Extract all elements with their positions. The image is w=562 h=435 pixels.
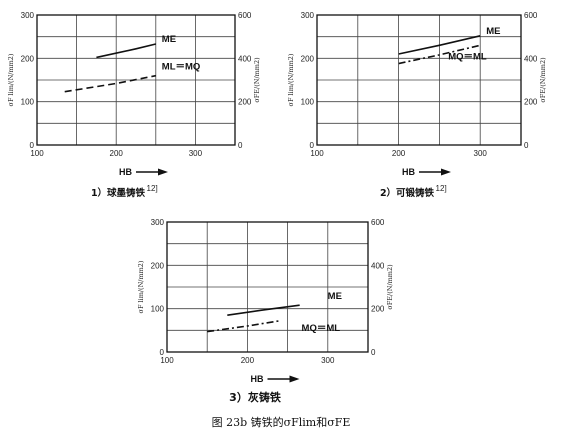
y-right-tick-label: 200 bbox=[371, 305, 385, 314]
y-right-tick-label: 200 bbox=[524, 98, 538, 107]
y-tick-label: 100 bbox=[21, 98, 35, 107]
hb-arrow-head bbox=[289, 375, 300, 383]
y-right-tick-label: 0 bbox=[524, 141, 529, 150]
y-tick-label: 300 bbox=[301, 11, 315, 20]
series-label-1: ME bbox=[162, 34, 176, 45]
y-tick-label: 200 bbox=[301, 54, 315, 63]
series-line-1 bbox=[96, 43, 156, 59]
y-tick-label: 0 bbox=[30, 141, 35, 150]
x-tick-label: 300 bbox=[474, 149, 488, 158]
x-tick-label: 100 bbox=[160, 356, 174, 365]
series-label-2: MQ＝ML bbox=[302, 323, 341, 334]
figure-caption: 图 23b 铸铁的σFlim和σFE bbox=[211, 416, 351, 429]
y-axis-label-left: σF lim/(N/mm2) bbox=[137, 260, 145, 313]
y-tick-label: 200 bbox=[151, 261, 165, 270]
y-axis-label-left: σF lim/(N/mm2) bbox=[287, 53, 295, 106]
x-tick-label: 100 bbox=[30, 149, 44, 158]
series-line-1 bbox=[227, 304, 300, 316]
y-right-tick-label: 600 bbox=[524, 11, 538, 20]
plot-frame bbox=[166, 221, 369, 353]
plot-frame bbox=[36, 14, 236, 146]
series-line-2 bbox=[64, 74, 156, 93]
y-axis-label-right: σFE/(N/mm2) bbox=[253, 57, 261, 103]
y-tick-label: 0 bbox=[310, 141, 315, 150]
x-tick-label: 200 bbox=[241, 356, 255, 365]
series-label-2: ML＝MQ bbox=[162, 62, 201, 73]
y-right-tick-label: 200 bbox=[238, 98, 252, 107]
x-axis-label: HB bbox=[251, 374, 264, 384]
y-right-tick-label: 400 bbox=[238, 54, 252, 63]
y-axis-label-right: σFE/(N/mm2) bbox=[539, 57, 547, 103]
y-right-tick-label: 0 bbox=[371, 348, 376, 357]
y-axis-label-left: σF lim/(N/mm2) bbox=[7, 53, 15, 106]
subtitle-reference: 12] bbox=[436, 184, 447, 193]
x-tick-label: 100 bbox=[310, 149, 324, 158]
subtitle-reference: 12] bbox=[147, 184, 158, 193]
series-line-2 bbox=[207, 320, 280, 333]
y-tick-label: 300 bbox=[151, 218, 165, 227]
y-axis-label-right: σFE/(N/mm2) bbox=[386, 264, 394, 310]
series-line-2 bbox=[398, 44, 481, 65]
x-tick-label: 200 bbox=[110, 149, 124, 158]
x-tick-label: 300 bbox=[189, 149, 203, 158]
series-label-1: ME bbox=[328, 291, 342, 302]
y-right-tick-label: 400 bbox=[524, 54, 538, 63]
hb-arrow-head bbox=[158, 168, 168, 176]
y-tick-label: 0 bbox=[160, 348, 165, 357]
y-tick-label: 200 bbox=[21, 54, 35, 63]
x-axis-label: HB bbox=[402, 167, 415, 177]
x-tick-label: 300 bbox=[321, 356, 335, 365]
y-right-tick-label: 400 bbox=[371, 261, 385, 270]
y-tick-label: 300 bbox=[21, 11, 35, 20]
series-line-1 bbox=[398, 35, 481, 55]
y-right-tick-label: 600 bbox=[238, 11, 252, 20]
y-right-tick-label: 600 bbox=[371, 218, 385, 227]
y-right-tick-label: 0 bbox=[238, 141, 243, 150]
series-label-2: MQ＝ML bbox=[448, 51, 487, 62]
y-tick-label: 100 bbox=[151, 305, 165, 314]
chart-subtitle: 3）灰铸铁 bbox=[229, 390, 281, 404]
x-tick-label: 200 bbox=[392, 149, 406, 158]
plot-frame bbox=[316, 14, 522, 146]
chart-subtitle: 1）球墨铸铁 bbox=[91, 187, 146, 199]
x-axis-label: HB bbox=[119, 167, 132, 177]
chart-subtitle: 2）可锻铸铁 bbox=[380, 187, 435, 199]
series-label-1: ME bbox=[486, 26, 500, 37]
y-tick-label: 100 bbox=[301, 98, 315, 107]
hb-arrow-head bbox=[441, 168, 451, 176]
